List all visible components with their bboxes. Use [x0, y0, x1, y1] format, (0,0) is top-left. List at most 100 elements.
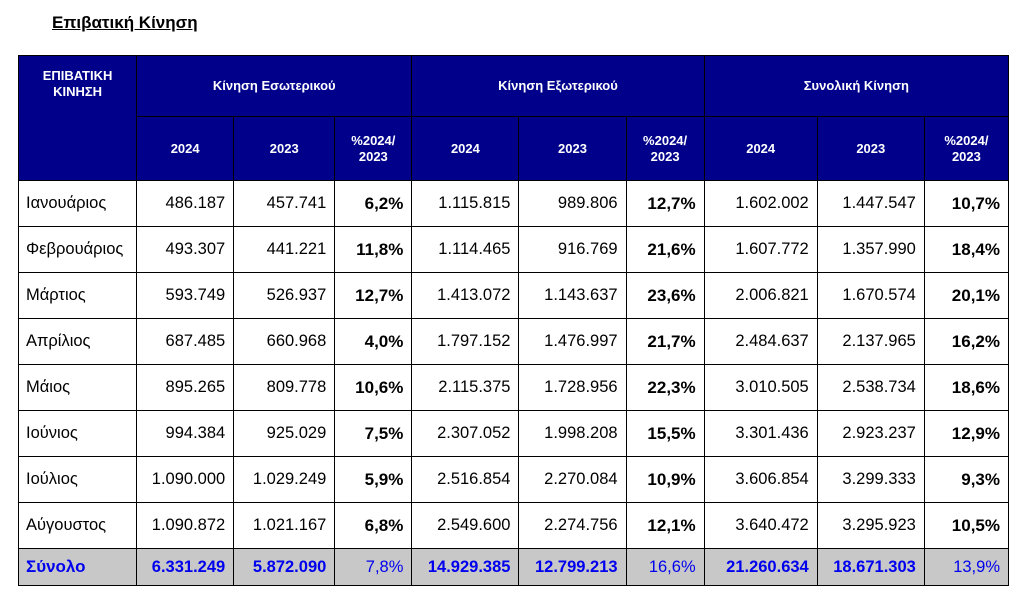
cell: 12.799.213	[518, 548, 627, 586]
cell: 3.301.436	[703, 410, 818, 457]
cell: 12,7%	[625, 180, 705, 227]
cell: 994.384	[136, 410, 235, 457]
cell: 989.806	[518, 180, 627, 227]
cell: 1.029.249	[233, 456, 336, 503]
cell: 1.476.997	[518, 318, 627, 365]
cell: 18.671.303	[816, 548, 925, 586]
table-row: Απρίλιος 687.485 660.968 4,0% 1.797.152 1.476…	[17, 318, 1010, 365]
table-row: Μάρτιος 593.749 526.937 12,7% 1.413.072 1.143…	[17, 272, 1010, 319]
group-header-domestic: Κίνηση Εσωτερικού	[136, 55, 413, 117]
cell: 11,8%	[334, 226, 413, 273]
col-header-pct: %2024/ 2023	[923, 116, 1010, 181]
document-title: Επιβατική Κίνηση	[52, 13, 198, 32]
cell: 6,2%	[334, 180, 413, 227]
cell: 14.929.385	[411, 548, 520, 586]
cell: 1.114.465	[411, 226, 520, 273]
cell: 1.143.637	[518, 272, 627, 319]
cell: 3.640.472	[703, 502, 818, 549]
table-row: Ιούλιος 1.090.000 1.029.249 5,9% 2.516.854 2.…	[17, 456, 1010, 503]
cell: 1.357.990	[816, 226, 925, 273]
cell: 9,3%	[923, 456, 1010, 503]
cell: 7,5%	[334, 410, 413, 457]
month-label: Αύγουστος	[17, 502, 138, 549]
cell: 895.265	[136, 364, 235, 411]
cell: 20,1%	[923, 272, 1010, 319]
cell: 1.447.547	[816, 180, 925, 227]
cell: 809.778	[233, 364, 336, 411]
cell: 457.741	[233, 180, 336, 227]
total-label: Σύνολο	[17, 548, 138, 586]
cell: 1.797.152	[411, 318, 520, 365]
col-header-2023: 2023	[518, 116, 627, 181]
corner-header: ΕΠΙΒΑΤΙΚΗ ΚΙΝΗΣΗ	[17, 55, 138, 181]
cell: 2.538.734	[816, 364, 925, 411]
cell: 6.331.249	[136, 548, 235, 586]
cell: 2.923.237	[816, 410, 925, 457]
col-header-pct: %2024/ 2023	[334, 116, 413, 181]
cell: 21.260.634	[703, 548, 818, 586]
cell: 2.484.637	[703, 318, 818, 365]
cell: 16,6%	[625, 548, 705, 586]
table-row: Μάιος 895.265 809.778 10,6% 2.115.375 1.728.9…	[17, 364, 1010, 411]
cell: 22,3%	[625, 364, 705, 411]
col-header-pct: %2024/ 2023	[625, 116, 705, 181]
cell: 3.295.923	[816, 502, 925, 549]
cell: 1.998.208	[518, 410, 627, 457]
col-header-2023: 2023	[233, 116, 336, 181]
cell: 2.270.084	[518, 456, 627, 503]
cell: 3.299.333	[816, 456, 925, 503]
month-label: Ιανουάριος	[17, 180, 138, 227]
table-row-total: Σύνολο 6.331.249 5.872.090 7,8% 14.929.3…	[17, 548, 1010, 586]
cell: 2.516.854	[411, 456, 520, 503]
month-label: Μάρτιος	[17, 272, 138, 319]
cell: 18,6%	[923, 364, 1010, 411]
cell: 1.090.872	[136, 502, 235, 549]
table-row: Αύγουστος 1.090.872 1.021.167 6,8% 2.549.600…	[17, 502, 1010, 549]
cell: 2.115.375	[411, 364, 520, 411]
cell: 687.485	[136, 318, 235, 365]
cell: 12,9%	[923, 410, 1010, 457]
cell: 3.606.854	[703, 456, 818, 503]
cell: 441.221	[233, 226, 336, 273]
cell: 1.021.167	[233, 502, 336, 549]
cell: 2.549.600	[411, 502, 520, 549]
col-header-2024: 2024	[703, 116, 818, 181]
group-header-international: Κίνηση Εξωτερικού	[411, 55, 705, 117]
cell: 6,8%	[334, 502, 413, 549]
passenger-traffic-table: ΕΠΙΒΑΤΙΚΗ ΚΙΝΗΣΗ Κίνηση Εσωτερικού Κίνησ…	[17, 55, 1010, 586]
month-label: Ιούνιος	[17, 410, 138, 457]
cell: 21,6%	[625, 226, 705, 273]
cell: 2.274.756	[518, 502, 627, 549]
month-label: Ιούλιος	[17, 456, 138, 503]
cell: 10,6%	[334, 364, 413, 411]
col-header-2024: 2024	[411, 116, 520, 181]
month-label: Μάιος	[17, 364, 138, 411]
month-label: Φεβρουάριος	[17, 226, 138, 273]
cell: 10,5%	[923, 502, 1010, 549]
cell: 925.029	[233, 410, 336, 457]
cell: 10,9%	[625, 456, 705, 503]
cell: 4,0%	[334, 318, 413, 365]
cell: 916.769	[518, 226, 627, 273]
cell: 21,7%	[625, 318, 705, 365]
cell: 2.307.052	[411, 410, 520, 457]
cell: 2.137.965	[816, 318, 925, 365]
cell: 16,2%	[923, 318, 1010, 365]
group-header-total: Συνολική Κίνηση	[703, 55, 1010, 117]
cell: 12,7%	[334, 272, 413, 319]
cell: 15,5%	[625, 410, 705, 457]
cell: 1.670.574	[816, 272, 925, 319]
cell: 3.010.505	[703, 364, 818, 411]
table-row: Φεβρουάριος 493.307 441.221 11,8% 1.114.465 9…	[17, 226, 1010, 273]
cell: 493.307	[136, 226, 235, 273]
cell: 5.872.090	[233, 548, 336, 586]
cell: 12,1%	[625, 502, 705, 549]
cell: 1.413.072	[411, 272, 520, 319]
cell: 526.937	[233, 272, 336, 319]
cell: 13,9%	[923, 548, 1010, 586]
cell: 486.187	[136, 180, 235, 227]
table-row: Ιανουάριος 486.187 457.741 6,2% 1.115.815 989…	[17, 180, 1010, 227]
cell: 1.728.956	[518, 364, 627, 411]
col-header-2024: 2024	[136, 116, 235, 181]
cell: 18,4%	[923, 226, 1010, 273]
